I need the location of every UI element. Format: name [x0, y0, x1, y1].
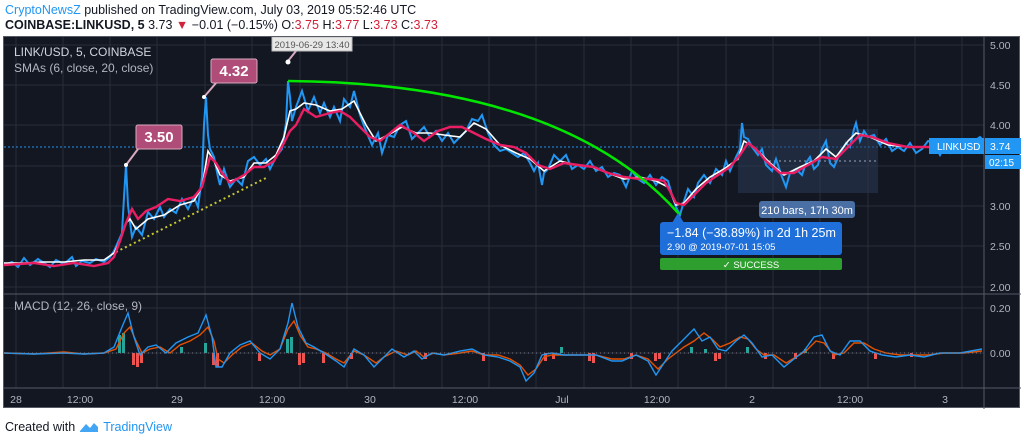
svg-text:30: 30 — [364, 394, 376, 406]
svg-text:12:00: 12:00 — [644, 394, 670, 406]
publish-header: CryptoNewsZ published on TradingView.com… — [5, 3, 416, 17]
svg-text:−1.84 (−38.89%) in 2d 1h 25m: −1.84 (−38.89%) in 2d 1h 25m — [667, 226, 836, 240]
svg-text:3.74: 3.74 — [990, 141, 1011, 153]
macd-axis[interactable]: 0.20 0.00 — [990, 303, 1011, 360]
svg-text:12:00: 12:00 — [67, 394, 93, 406]
svg-text:4.32: 4.32 — [219, 63, 248, 80]
sma-legend[interactable]: SMAs (6, close, 20, close) — [14, 61, 154, 75]
svg-text:2.50: 2.50 — [990, 241, 1011, 253]
svg-text:3: 3 — [942, 394, 948, 406]
grid — [4, 37, 984, 388]
svg-text:2.90 @ 2019-07-01 15:05: 2.90 @ 2019-07-01 15:05 — [667, 242, 775, 253]
close-label: C: — [401, 18, 414, 32]
sma20-line — [4, 107, 985, 268]
svg-text:0.00: 0.00 — [990, 348, 1011, 360]
svg-text:2019-06-29 13:40: 2019-06-29 13:40 — [274, 40, 349, 51]
arc-drawing[interactable] — [287, 79, 681, 216]
time-axis[interactable]: 28 12:00 29 12:00 30 12:00 Jul 12:00 2 1… — [10, 394, 948, 406]
svg-text:12:00: 12:00 — [837, 394, 863, 406]
trend-line[interactable] — [115, 176, 269, 253]
macd-line — [4, 302, 983, 383]
chart-frame[interactable]: 3.50 4.32 2019-06-29 13:40 −1.84 (−38.89… — [3, 36, 1021, 409]
symbol-legend[interactable]: LINK/USD, 5, COINBASE — [14, 45, 152, 59]
low-label: L: — [362, 18, 374, 32]
low-value: 3.73 — [373, 18, 398, 32]
bars-range-label[interactable]: 210 bars, 17h 30m — [759, 201, 855, 218]
svg-text:12:00: 12:00 — [259, 394, 285, 406]
svg-text:4.00: 4.00 — [990, 120, 1011, 132]
svg-text:2: 2 — [749, 394, 755, 406]
svg-text:210 bars, 17h 30m: 210 bars, 17h 30m — [761, 205, 853, 217]
macd-signal-line — [4, 319, 983, 376]
svg-text:29: 29 — [171, 394, 183, 406]
close-value: 3.73 — [413, 18, 438, 32]
svg-text:0.20: 0.20 — [990, 303, 1011, 315]
symbol-tag: LINKUSD — [929, 138, 984, 154]
callout-3-50[interactable]: 3.50 — [124, 124, 183, 167]
open-value: 3.75 — [294, 18, 319, 32]
price-axis[interactable]: 5.00 4.50 4.00 3.00 2.50 2.00 — [990, 40, 1011, 294]
tradingview-brand[interactable]: TradingView — [103, 420, 172, 434]
macd-legend[interactable]: MACD (12, 26, close, 9) — [14, 299, 143, 313]
peak-time-label[interactable]: 2019-06-29 13:40 — [271, 37, 353, 65]
svg-text:28: 28 — [10, 394, 22, 406]
svg-text:3.00: 3.00 — [990, 201, 1011, 213]
last-price-badge: 3.74 02:15 — [985, 138, 1021, 169]
svg-text:✓ SUCCESS: ✓ SUCCESS — [723, 260, 780, 271]
svg-text:3.50: 3.50 — [144, 129, 173, 146]
svg-text:Jul: Jul — [555, 394, 568, 406]
tradingview-logo-icon — [80, 423, 99, 432]
change: −0.01 (−0.15%) — [191, 18, 278, 32]
svg-text:2.00: 2.00 — [990, 282, 1011, 294]
svg-text:12:00: 12:00 — [452, 394, 478, 406]
symbol: COINBASE:LINKUSD, 5 — [5, 18, 145, 32]
svg-text:4.50: 4.50 — [990, 80, 1011, 92]
down-arrow-icon: ▼ — [175, 18, 189, 32]
chart-canvas[interactable]: 3.50 4.32 2019-06-29 13:40 −1.84 (−38.89… — [4, 37, 1021, 409]
svg-text:02:15: 02:15 — [989, 158, 1014, 169]
high-label: H: — [322, 18, 335, 32]
svg-text:LINKUSD: LINKUSD — [937, 142, 980, 153]
high-value: 3.77 — [334, 18, 360, 32]
author-link[interactable]: CryptoNewsZ — [5, 3, 81, 17]
published-text: published on TradingView.com, July 03, 2… — [84, 3, 417, 17]
created-with-text: Created with — [5, 420, 76, 434]
footer: Created with TradingView — [5, 420, 172, 434]
open-label: O: — [281, 18, 295, 32]
last-price: 3.73 — [148, 18, 173, 32]
svg-text:5.00: 5.00 — [990, 40, 1011, 52]
symbol-header: COINBASE:LINKUSD, 5 3.73 ▼ −0.01 (−0.15%… — [5, 18, 438, 32]
price-line — [4, 80, 985, 269]
price-range-measure[interactable]: −1.84 (−38.89%) in 2d 1h 25m 2.90 @ 2019… — [660, 213, 842, 271]
callout-4-32[interactable]: 4.32 — [202, 58, 258, 99]
